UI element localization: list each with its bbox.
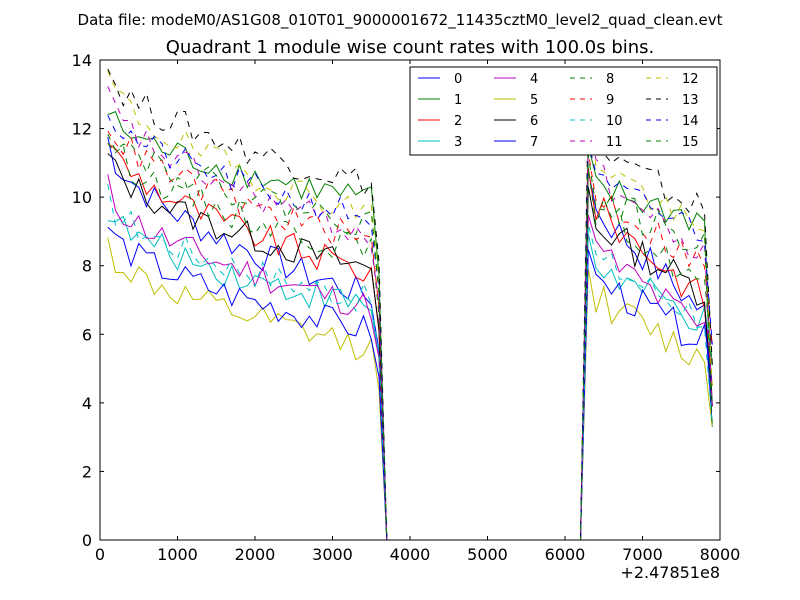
series-line-7 (107, 226, 713, 541)
y-tick-label: 10 (72, 188, 92, 207)
x-offset-label: +2.47851e8 (620, 563, 720, 582)
x-tick-label: 6000 (545, 545, 586, 564)
legend-label-7: 7 (530, 135, 538, 150)
series-line-0 (107, 136, 713, 541)
legend-label-2: 2 (454, 114, 462, 129)
y-tick-label: 0 (82, 531, 92, 550)
x-tick-label: 4000 (390, 545, 431, 564)
series-line-8 (107, 142, 713, 541)
x-tick-label: 0 (95, 545, 105, 564)
y-tick-label: 2 (82, 462, 92, 481)
legend-label-9: 9 (606, 93, 614, 108)
series-line-13 (107, 68, 713, 541)
y-tick-label: 12 (72, 120, 92, 139)
y-tick-label: 14 (72, 51, 92, 70)
x-tick-label: 1000 (157, 545, 198, 564)
series-line-14 (107, 115, 713, 541)
legend-label-8: 8 (606, 72, 614, 87)
series-line-15 (107, 133, 713, 541)
y-tick-label: 4 (82, 394, 92, 413)
series-line-10 (107, 184, 713, 541)
legend-label-13: 13 (682, 93, 699, 108)
y-tick-label: 6 (82, 325, 92, 344)
axis-ticks: 0 1000 2000 3000 4000 5000 6000 7000 80000246810… (72, 51, 741, 564)
legend-label-0: 0 (454, 72, 462, 87)
legend-label-5: 5 (530, 93, 538, 108)
series-line-9 (107, 130, 713, 541)
legend-label-3: 3 (454, 135, 462, 150)
legend-label-12: 12 (682, 72, 699, 87)
figure-suptitle: Data file: modeM0/AS1G08_010T01_90000016… (78, 11, 723, 30)
legend-label-14: 14 (682, 114, 699, 129)
series-line-3 (107, 215, 713, 541)
series-line-6 (107, 153, 713, 541)
legend-label-11: 11 (606, 135, 623, 150)
series-line-5 (107, 237, 713, 541)
x-tick-label: 5000 (467, 545, 508, 564)
legend-box (409, 66, 718, 156)
x-tick-label: 8000 (700, 545, 741, 564)
series-line-12 (107, 70, 713, 541)
legend-label-6: 6 (530, 114, 538, 129)
y-tick-label: 8 (82, 257, 92, 276)
legend-label-10: 10 (606, 114, 623, 129)
legend-label-15: 15 (682, 135, 699, 150)
series-line-2 (107, 143, 713, 541)
legend-label-4: 4 (530, 72, 538, 87)
x-tick-label: 2000 (235, 545, 276, 564)
x-tick-label: 3000 (312, 545, 353, 564)
chart-title: Quadrant 1 module wise count rates with … (166, 37, 655, 58)
x-tick-label: 7000 (622, 545, 663, 564)
legend-label-1: 1 (454, 93, 462, 108)
